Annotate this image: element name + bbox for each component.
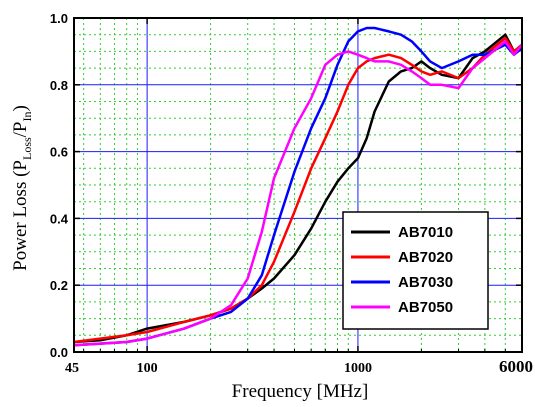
legend-label: AB7020 — [398, 249, 453, 266]
legend: AB7010 AB7020 AB7030 AB7050 — [342, 211, 489, 330]
x-tick-label: 1000 — [344, 361, 372, 376]
y-tick-label: 0.8 — [50, 78, 68, 93]
y-tick-label: 1.0 — [50, 11, 68, 26]
x-tick-label: 45 — [65, 361, 79, 376]
legend-label: AB7030 — [398, 274, 453, 291]
legend-label: AB7050 — [398, 299, 453, 316]
y-tick-labels: 0.0 0.2 0.4 0.6 0.8 1.0 — [50, 11, 69, 360]
y-tick-label: 0.6 — [50, 145, 68, 160]
series-line-ab7050 — [73, 40, 523, 347]
legend-label: AB7010 — [398, 224, 453, 241]
minor-grid — [74, 18, 522, 352]
x-axis-label: Frequency [MHz] — [232, 381, 369, 402]
series-layer — [73, 26, 523, 347]
plot-frame — [73, 17, 523, 353]
y-tick-label: 0.2 — [50, 278, 68, 293]
x-tick-label: 100 — [137, 361, 158, 376]
series-line-ab7020 — [73, 36, 523, 344]
tick-marks — [74, 17, 522, 353]
y-tick-label: 0.4 — [50, 211, 69, 226]
x-tick-labels: 45 100 1000 6000 — [65, 357, 533, 376]
y-axis-label: Power Loss (PLoss/PIn) — [10, 105, 34, 271]
y-tick-label: 0.0 — [50, 345, 68, 360]
x-tick-label: 6000 — [499, 357, 533, 376]
